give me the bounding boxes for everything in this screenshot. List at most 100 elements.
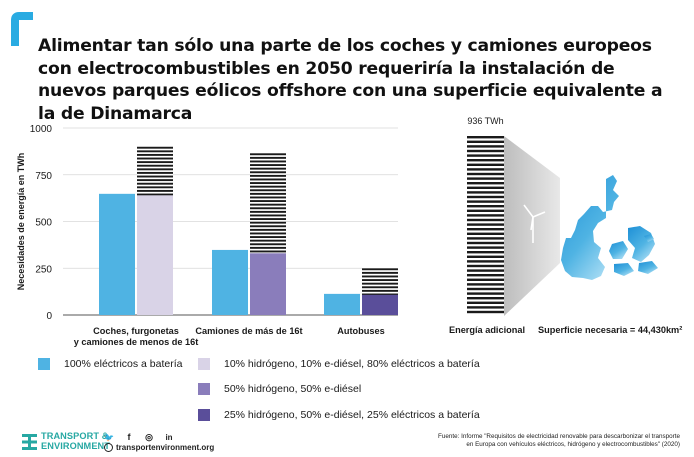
linkedin-icon[interactable]: in bbox=[165, 433, 173, 442]
globe-icon bbox=[104, 443, 113, 452]
hatch-line bbox=[467, 168, 504, 171]
twitter-icon[interactable]: 🐦 bbox=[104, 433, 114, 442]
hatch-line bbox=[362, 293, 398, 296]
hatch-line bbox=[467, 136, 504, 139]
hatch-line bbox=[137, 168, 173, 171]
bar-mix bbox=[137, 195, 173, 315]
hatch-line bbox=[137, 171, 173, 174]
hatch-line bbox=[250, 196, 286, 199]
hatch-line bbox=[250, 207, 286, 210]
y-tick-label: 1000 bbox=[30, 124, 53, 135]
hatch-line bbox=[250, 221, 286, 224]
hatch-line bbox=[137, 186, 173, 189]
hatch-line bbox=[467, 205, 504, 208]
instagram-icon[interactable]: ◎ bbox=[145, 432, 153, 442]
hatch-line bbox=[250, 200, 286, 203]
hatch-line bbox=[137, 157, 173, 160]
hatch-line bbox=[467, 287, 504, 291]
hatch-line bbox=[250, 218, 286, 221]
hatch-line bbox=[362, 268, 398, 271]
hatch-line bbox=[467, 145, 504, 148]
additional-energy-value: 936 TWh bbox=[467, 116, 503, 126]
hatch-line bbox=[467, 172, 504, 176]
hatch-line bbox=[467, 218, 504, 222]
hatch-line bbox=[362, 279, 398, 282]
hatch-line bbox=[467, 228, 504, 231]
additional-energy-label: Energía adicional bbox=[449, 325, 525, 335]
x-category-label: Camiones de más de 16t bbox=[195, 326, 302, 336]
hatch-line bbox=[467, 274, 504, 277]
brand-logo[interactable]: TRANSPORT & ENVIRONMENT bbox=[22, 431, 110, 451]
hatch-line bbox=[467, 255, 504, 258]
legend-item-mix-25-50-25: 25% hidrógeno, 50% e-diésel, 25% eléctri… bbox=[198, 409, 480, 421]
hatch-bg bbox=[250, 152, 286, 254]
legend-label: 10% hidrógeno, 10% e-diésel, 80% eléctri… bbox=[224, 358, 480, 370]
hatch-line bbox=[467, 232, 504, 235]
hatch-line bbox=[467, 246, 504, 249]
hatch-line bbox=[467, 241, 504, 245]
hatch-line bbox=[137, 146, 173, 149]
bar-battery bbox=[212, 249, 248, 315]
hatch-line bbox=[250, 160, 286, 163]
bar-additional-energy bbox=[137, 145, 173, 196]
legend-swatch bbox=[198, 383, 210, 395]
bar-battery bbox=[99, 193, 135, 315]
logo-line-2: ENVIRONMENT bbox=[41, 440, 110, 451]
hatch-line bbox=[250, 178, 286, 181]
hatch-line bbox=[467, 140, 504, 143]
legend-swatch bbox=[198, 358, 210, 370]
hatch-line bbox=[250, 192, 286, 195]
bar-battery bbox=[324, 293, 360, 315]
hatch-line bbox=[467, 182, 504, 185]
legend-label: 50% hidrógeno, 50% e-diésel bbox=[224, 383, 362, 395]
facebook-icon[interactable]: f bbox=[127, 432, 131, 442]
hatch-line bbox=[362, 271, 398, 274]
hatch-line bbox=[467, 260, 504, 263]
hatch-line bbox=[467, 269, 504, 272]
logo-line-1: TRANSPORT & bbox=[41, 431, 109, 441]
y-tick-label: 750 bbox=[35, 171, 52, 182]
hatch-line bbox=[137, 193, 173, 196]
source-line-1: Fuente: Informe "Requisitos de electrici… bbox=[438, 433, 680, 440]
chart-title: Alimentar tan sólo una parte de los coch… bbox=[38, 36, 663, 124]
hatch-line bbox=[137, 150, 173, 153]
legend-swatch bbox=[198, 409, 210, 421]
legend-item-mix-10-10-80: 10% hidrógeno, 10% e-diésel, 80% eléctri… bbox=[198, 358, 480, 370]
hatch-line bbox=[137, 164, 173, 167]
x-category-label: Autobuses bbox=[337, 326, 384, 336]
bar-additional-energy bbox=[362, 267, 398, 296]
hatch-line bbox=[137, 153, 173, 156]
wind-turbine-icon bbox=[523, 204, 546, 243]
brand-corner-icon bbox=[11, 12, 33, 46]
hatch-line bbox=[362, 289, 398, 292]
hatch-line bbox=[467, 149, 504, 153]
hatch-line bbox=[467, 301, 504, 304]
website-link[interactable]: transportenvironment.org bbox=[104, 443, 214, 452]
bar-mix bbox=[362, 294, 398, 315]
hatch-line bbox=[467, 292, 504, 295]
x-category-label: Coches, furgonetas bbox=[93, 326, 179, 336]
additional-energy-bar bbox=[467, 136, 504, 314]
hatch-line bbox=[250, 182, 286, 185]
hatch-line bbox=[250, 153, 286, 156]
hatch-line bbox=[362, 275, 398, 278]
denmark-map bbox=[561, 175, 658, 280]
hatch-line bbox=[250, 232, 286, 235]
y-tick-label: 500 bbox=[35, 218, 52, 229]
hatch-line bbox=[250, 189, 286, 192]
hatch-line bbox=[467, 278, 504, 281]
hatch-line bbox=[362, 282, 398, 285]
bar-additional-energy bbox=[250, 152, 286, 254]
legend-label: 100% eléctricos a batería bbox=[64, 358, 183, 370]
social-links: 🐦 f ◎ in bbox=[104, 432, 174, 443]
hatch-line bbox=[137, 179, 173, 182]
hatch-line bbox=[250, 185, 286, 188]
surface-label: Superficie necesaria = 44,430km² bbox=[538, 325, 682, 335]
bar-mix bbox=[250, 253, 286, 315]
hatch-line bbox=[137, 175, 173, 178]
hatch-line bbox=[250, 250, 286, 253]
hatch-line bbox=[250, 239, 286, 242]
source-line-2: en Europa con vehículos eléctricos, hidr… bbox=[466, 441, 680, 449]
y-axis-label: Necesidades de energía en TWh bbox=[16, 153, 26, 291]
hatch-line bbox=[467, 163, 504, 166]
